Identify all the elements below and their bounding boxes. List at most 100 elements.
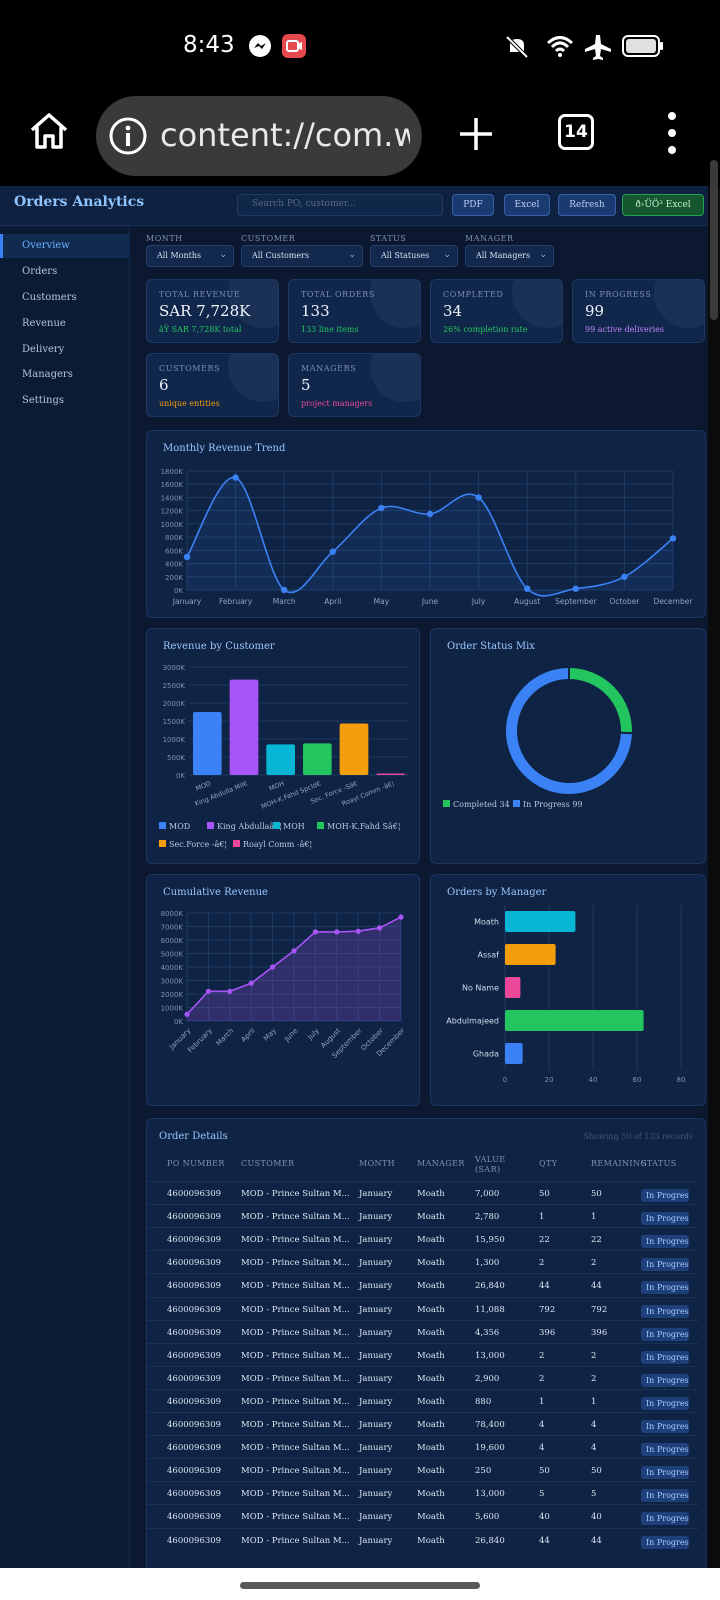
table-row[interactable]: 4600096309 MOD - Prince Sultan M... Januar… xyxy=(147,1319,699,1343)
x-tick-label: 0 xyxy=(503,1076,507,1084)
table-cell: MOD - Prince Sultan M... xyxy=(241,1466,350,1477)
status-badge: In Progress xyxy=(641,1512,689,1526)
tab-switcher-button[interactable]: 14 xyxy=(558,114,594,150)
table-row[interactable]: 4600096309 MOD - Prince Sultan M... Januar… xyxy=(147,1181,699,1204)
data-point xyxy=(621,573,628,580)
status-time: 8:43 xyxy=(183,32,235,58)
th-manager[interactable]: MANAGER xyxy=(417,1159,465,1168)
page-scrollbar-thumb[interactable] xyxy=(710,160,718,320)
sidebar-item-customers[interactable]: Customers xyxy=(22,292,77,303)
url-bar[interactable]: content://com.wh xyxy=(96,96,422,176)
home-icon[interactable] xyxy=(28,110,70,152)
table-row[interactable]: 4600096309 MOD - Prince Sultan M... Januar… xyxy=(147,1412,699,1435)
table-row[interactable]: 4600096309 MOD - Prince Sultan M... Januar… xyxy=(147,1388,699,1412)
x-tick-label: August xyxy=(514,597,540,606)
url-text[interactable]: content://com.wh xyxy=(160,116,410,154)
table-row[interactable]: 4600096309 MOD - Prince Sultan M... Januar… xyxy=(147,1296,699,1320)
table-cell: 26,840 xyxy=(475,1281,505,1292)
table-cell: Moath xyxy=(417,1235,445,1246)
kpi-total-revenue: TOTAL REVENUE SAR 7,728K âŸ SAR 7,728K t… xyxy=(146,279,279,343)
status-badge: In Progress xyxy=(641,1304,689,1318)
data-point xyxy=(329,548,336,555)
th-qty[interactable]: QTY xyxy=(539,1159,558,1168)
bar xyxy=(303,743,332,775)
table-row[interactable]: 4600096309 MOD - Prince Sultan M... Januar… xyxy=(147,1273,699,1296)
x-tick-label: September xyxy=(555,597,597,606)
table-cell: 792 xyxy=(591,1304,608,1315)
status-badge: In Progress xyxy=(641,1535,689,1549)
th-po-number[interactable]: PO NUMBER xyxy=(167,1159,225,1168)
status-select-value: All Statuses xyxy=(381,251,430,260)
x-tick-label: April xyxy=(240,1027,257,1044)
month-select[interactable]: All Months ⌄ xyxy=(146,245,234,267)
excel-button[interactable]: Excel xyxy=(504,194,550,216)
table-row[interactable]: 4600096309 MOD - Prince Sultan M... Januar… xyxy=(147,1481,699,1504)
data-point xyxy=(227,988,233,994)
table-cell: January xyxy=(359,1512,393,1523)
table-row[interactable]: 4600096309 MOD - Prince Sultan M... Januar… xyxy=(147,1435,699,1458)
table-cell: 396 xyxy=(539,1327,556,1338)
customer-select[interactable]: All Customers ⌄ xyxy=(241,245,363,267)
th-customer[interactable]: CUSTOMER xyxy=(241,1159,295,1168)
data-point xyxy=(291,948,297,954)
y-tick-label: 1500K xyxy=(163,718,186,726)
y-tick-label: 1800K xyxy=(161,468,184,476)
status-bar: 8:43 xyxy=(0,0,720,96)
table-cell: 1 xyxy=(591,1396,597,1407)
y-tick-label: 1400K xyxy=(161,494,184,502)
x-tick-label: May xyxy=(262,1027,278,1043)
status-badge: In Progress xyxy=(641,1443,689,1457)
table-row[interactable]: 4600096309 MOD - Prince Sultan M... Januar… xyxy=(147,1365,699,1389)
data-point xyxy=(270,964,276,970)
system-nav-bar xyxy=(0,1568,720,1600)
export-excel-button[interactable]: ð›ÜÖ³ Excel xyxy=(622,194,704,216)
sidebar-item-overview[interactable]: Overview xyxy=(0,234,130,258)
info-icon[interactable] xyxy=(108,116,148,156)
new-tab-icon[interactable] xyxy=(456,114,496,154)
table-row[interactable]: 4600096309 MOD - Prince Sultan M... Januar… xyxy=(147,1504,699,1527)
y-tick-label: Assaf xyxy=(477,951,499,960)
sidebar-item-revenue[interactable]: Revenue xyxy=(22,318,66,329)
bar xyxy=(505,976,521,999)
table-cell: 19,600 xyxy=(475,1443,505,1454)
table-cell: Moath xyxy=(417,1443,445,1454)
sidebar-item-delivery[interactable]: Delivery xyxy=(22,344,65,355)
table-cell: 5 xyxy=(591,1489,597,1500)
chart-title: Revenue by Customer xyxy=(163,641,275,652)
kpi-completed: COMPLETED 34 26% completion rate xyxy=(430,279,563,343)
table-row[interactable]: 4600096309 MOD - Prince Sultan M... Januar… xyxy=(147,1250,699,1273)
table-cell: Moath xyxy=(417,1373,445,1384)
status-badge: In Progress xyxy=(641,1396,689,1410)
table-row[interactable]: 4600096309 MOD - Prince Sultan M... Januar… xyxy=(147,1204,699,1227)
sidebar-item-settings[interactable]: Settings xyxy=(22,395,64,406)
table-row[interactable]: 4600096309 MOD - Prince Sultan M... Januar… xyxy=(147,1527,699,1551)
search-input[interactable]: Search PO, customer... xyxy=(237,194,443,216)
table-cell: 1,300 xyxy=(475,1258,500,1269)
data-point xyxy=(334,929,340,935)
status-badge: In Progress xyxy=(641,1327,689,1341)
table-row[interactable]: 4600096309 MOD - Prince Sultan M... Januar… xyxy=(147,1227,699,1250)
kpi-managers: MANAGERS 5 project managers xyxy=(288,353,421,417)
y-tick-label: 200K xyxy=(165,574,183,582)
th-value[interactable]: VALUE (SAR) xyxy=(475,1155,506,1174)
kpi-value: 34 xyxy=(443,302,463,320)
th-status[interactable]: STATUS xyxy=(641,1159,677,1168)
th-month[interactable]: MONTH xyxy=(359,1159,396,1168)
pdf-button[interactable]: PDF xyxy=(452,194,494,216)
browser-toolbar: content://com.wh 14 xyxy=(0,96,720,186)
refresh-button[interactable]: Refresh xyxy=(558,194,616,216)
more-options-icon[interactable] xyxy=(664,110,680,156)
sidebar-item-managers[interactable]: Managers xyxy=(22,369,73,380)
table-cell: 4600096309 xyxy=(167,1466,222,1477)
legend-swatch xyxy=(159,840,166,847)
manager-select[interactable]: All Managers ⌄ xyxy=(465,245,554,267)
table-row[interactable]: 4600096309 MOD - Prince Sultan M... Januar… xyxy=(147,1342,699,1366)
table-row[interactable]: 4600096309 MOD - Prince Sultan M... Januar… xyxy=(147,1458,699,1481)
airplane-mode-icon xyxy=(585,35,611,60)
revenue-by-customer-chart: 0K 500K 1000K 1500K 2000K 2500K 3000K MOD King A… xyxy=(159,664,409,849)
gesture-handle[interactable] xyxy=(240,1582,480,1589)
sidebar-item-orders[interactable]: Orders xyxy=(22,266,58,277)
th-remaining[interactable]: REMAINING xyxy=(591,1159,648,1168)
table-cell: January xyxy=(359,1350,393,1361)
status-select[interactable]: All Statuses ⌄ xyxy=(370,245,458,267)
